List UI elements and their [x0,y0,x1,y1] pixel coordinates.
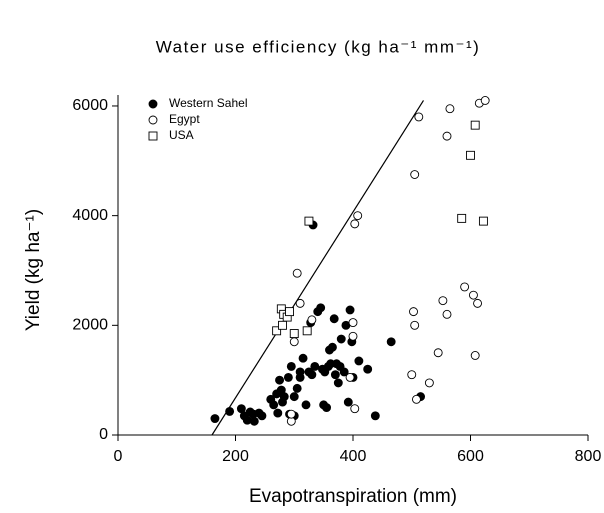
point [350,219,360,229]
point [325,345,334,355]
legend-marker [148,99,158,109]
point [348,318,358,328]
point [273,408,283,418]
point [289,329,299,338]
point [279,392,289,402]
point [269,400,279,410]
legend-marker [148,115,158,125]
point [345,305,355,315]
point [257,411,267,421]
point [249,416,259,426]
point [322,403,332,413]
point [473,298,482,308]
point [310,362,320,371]
point [410,170,420,179]
y-axis-label: Yield (kg ha⁻¹) [23,209,44,331]
point [457,213,467,223]
point [470,120,480,130]
point [445,104,455,114]
point [285,307,294,317]
point [410,320,420,330]
point [272,326,282,336]
point [278,320,287,330]
point [210,414,220,423]
point [407,370,417,380]
x-tick-label: 400 [340,448,367,465]
point [225,406,235,416]
point [442,309,452,319]
y-tick-label: 2000 [72,317,108,334]
point [307,315,317,325]
chart-title: Water use efficiency (kg ha⁻¹ mm⁻¹) [156,37,481,56]
reference-line [211,100,425,436]
point [304,216,314,226]
y-tick-label: 4000 [72,207,108,224]
x-axis-label: Evapotranspiration (mm) [249,486,457,507]
x-tick-label: 600 [457,448,484,465]
point [433,348,443,358]
legend-label: Western Sahel [169,96,248,110]
point [295,367,305,377]
y-tick-label: 0 [99,426,108,443]
point [470,351,480,360]
point [330,370,340,380]
point [348,331,358,341]
point [386,337,396,347]
point [286,362,296,371]
point [333,378,343,388]
point [292,268,302,278]
point [468,290,478,300]
point [412,394,421,404]
legend-marker [148,131,158,141]
point [414,112,424,122]
point [286,409,296,419]
point [345,372,355,382]
point [363,364,373,374]
point [289,337,299,347]
point [354,356,364,366]
point [336,334,346,344]
point [460,282,470,292]
point [295,298,305,308]
point [350,404,360,414]
x-tick-label: 200 [222,448,249,465]
point [343,397,353,407]
y-tick-label: 6000 [72,97,108,114]
point [292,383,302,393]
point [424,378,434,388]
point [329,314,339,324]
point [442,131,452,141]
legend-label: Egypt [169,112,200,126]
point [302,326,312,336]
point [301,400,311,410]
point [275,375,285,385]
point [466,150,475,160]
x-tick-label: 0 [114,448,123,465]
point [480,96,490,105]
point [307,370,317,380]
point [478,216,488,226]
point [353,211,363,221]
point [409,307,418,317]
point [289,392,299,402]
point [370,411,380,421]
point [339,367,349,377]
legend-label: USA [169,128,194,142]
x-tick-label: 800 [575,448,602,465]
point [298,353,308,363]
point [316,303,326,313]
point [283,372,293,382]
point [438,296,448,306]
